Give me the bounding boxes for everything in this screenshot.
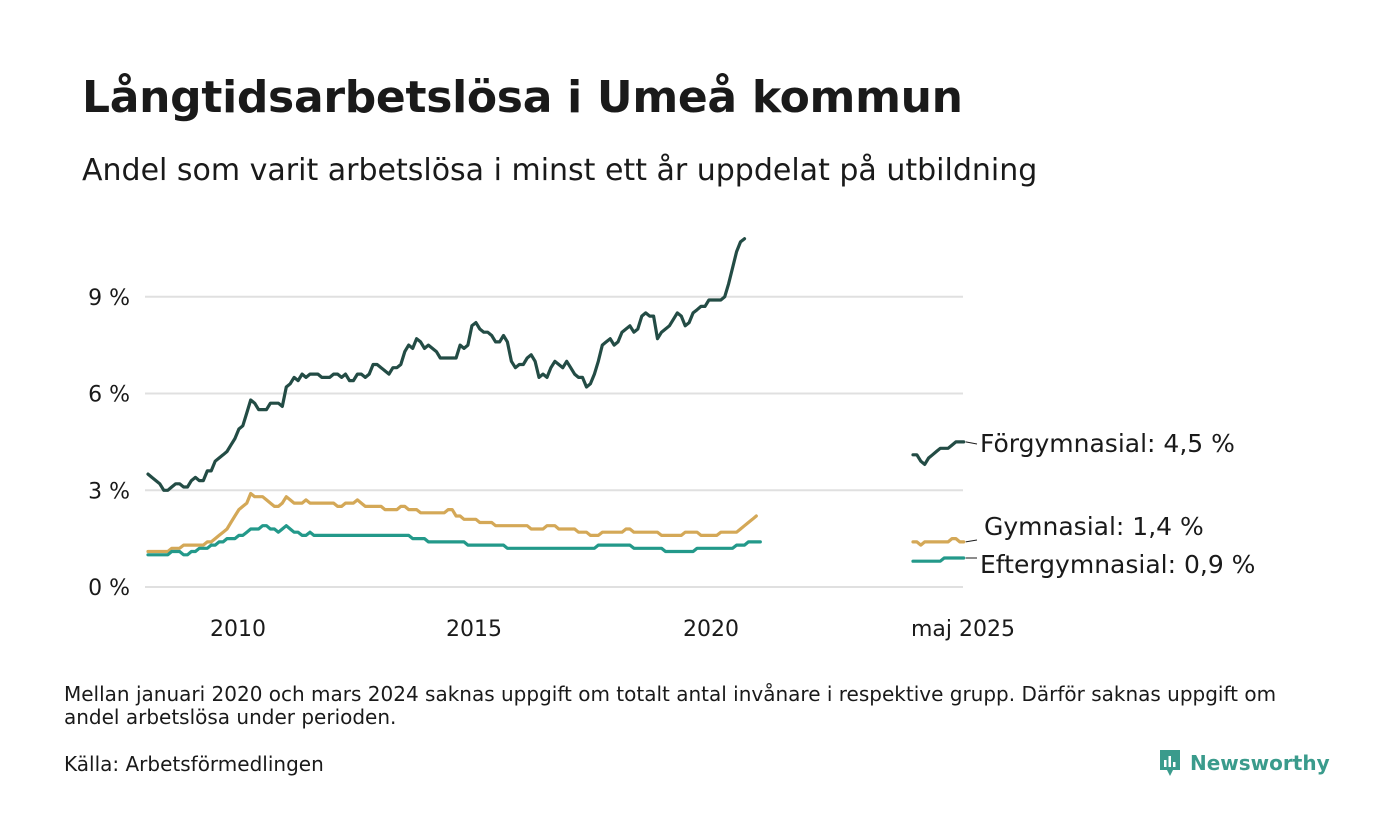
series-line-förgymnasial bbox=[146, 237, 747, 492]
y-tick-label: 9 % bbox=[88, 286, 130, 311]
series-label: Förgymnasial: 4,5 % bbox=[980, 429, 1235, 458]
series-line-gymnasial-recent bbox=[911, 536, 966, 547]
label-leader bbox=[965, 441, 978, 445]
label-leader bbox=[965, 539, 978, 543]
x-tick-label: 2015 bbox=[446, 617, 502, 642]
x-tick-label: maj 2025 bbox=[911, 617, 1015, 642]
chart-title: Långtidsarbetslösa i Umeå kommun bbox=[82, 72, 963, 123]
y-tick-label: 0 % bbox=[88, 576, 130, 601]
footnote: Mellan januari 2020 och mars 2024 saknas… bbox=[64, 682, 1277, 729]
newsworthy-icon bbox=[1160, 750, 1180, 776]
x-tick-label: 2010 bbox=[210, 617, 266, 642]
series-line-förgymnasial-recent bbox=[911, 440, 966, 466]
y-tick-label: 6 % bbox=[88, 383, 130, 408]
source-note: Källa: Arbetsförmedlingen bbox=[64, 752, 324, 776]
x-tick-label: 2020 bbox=[683, 617, 739, 642]
series-label: Eftergymnasial: 0,9 % bbox=[980, 550, 1255, 579]
series-line-eftergymnasial bbox=[146, 524, 762, 557]
y-tick-label: 3 % bbox=[88, 479, 130, 504]
series-line-eftergymnasial-recent bbox=[911, 556, 966, 563]
brand-name: Newsworthy bbox=[1190, 751, 1330, 775]
line-chart: 0 % 3 % 6 % 9 % 2010 2015 2020 maj 2025 Förgymna… bbox=[88, 237, 1255, 642]
series-line-gymnasial bbox=[146, 491, 758, 554]
brand-logo: Newsworthy bbox=[1158, 748, 1330, 778]
chart-subtitle: Andel som varit arbetslösa i minst ett å… bbox=[82, 153, 1038, 188]
series-label: Gymnasial: 1,4 % bbox=[984, 512, 1204, 541]
